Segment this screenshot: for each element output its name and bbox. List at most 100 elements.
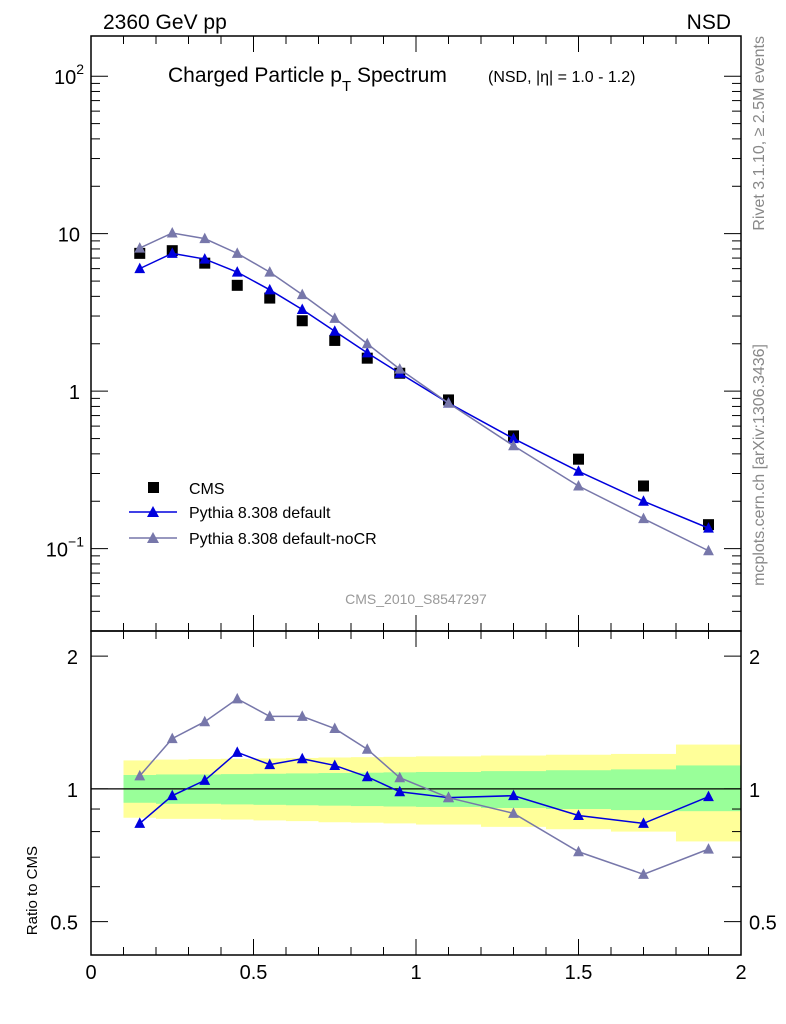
ratio-ytick-label-left: 0.5 (50, 913, 78, 935)
rivet-label: Rivet 3.1.10, ≥ 2.5M events (751, 36, 768, 231)
data-point-triangle (231, 266, 243, 277)
xtick-label: 1 (410, 962, 421, 984)
ratio-point-triangle (134, 769, 146, 781)
ratio-series-line (139, 751, 709, 825)
data-point-triangle (573, 465, 584, 476)
data-point-triangle (443, 397, 454, 408)
data-point-triangle (264, 266, 276, 277)
data-point-square (264, 292, 276, 304)
main-title-extra: (NSD, |η| = 1.0 - 1.2) (488, 69, 635, 86)
main-title: Charged Particle pT Spectrum (168, 64, 447, 95)
xtick-label: 0 (85, 962, 96, 984)
ratio-point-triangle (199, 715, 211, 727)
ratio-point-triangle (573, 845, 584, 857)
ratio-point-triangle (134, 817, 146, 828)
ratio-point-triangle (231, 692, 243, 704)
data-point-triangle (264, 283, 276, 295)
data-point-triangle (573, 479, 584, 491)
legend-label-nocr: Pythia 8.308 default-noCR (189, 531, 377, 548)
data-point-triangle (134, 262, 146, 274)
legend-marker-nocr (147, 532, 159, 543)
uncertainty-band-green (611, 769, 676, 811)
data-point-triangle (361, 346, 373, 358)
ratio-point-triangle (199, 774, 211, 785)
data-point-square (329, 334, 341, 346)
main-ytick-label: 1 (69, 382, 80, 404)
ratio-point-triangle (638, 868, 649, 879)
series-pythia-8-308-default-nocr (134, 227, 714, 556)
data-point-square (638, 480, 649, 492)
data-point-triangle (508, 439, 519, 451)
ratio-point-triangle (166, 732, 178, 744)
ratio-point-triangle (573, 809, 584, 821)
data-point-square (134, 247, 146, 259)
ratio-point-triangle (329, 722, 341, 734)
analysis-watermark: CMS_2010_S8547297 (345, 591, 487, 607)
ratio-point-triangle (394, 785, 406, 797)
legend: CMS Pythia 8.308 default Pythia 8.308 de… (129, 481, 377, 548)
data-point-square (573, 453, 584, 465)
data-point-triangle (508, 432, 519, 444)
ratio-ytick-label-right: 2 (749, 647, 760, 669)
ratio-point-triangle (361, 743, 373, 754)
legend-label-cms: CMS (189, 481, 225, 498)
ratio-point-triangle (231, 746, 243, 757)
data-point-triangle (166, 227, 178, 238)
ratio-series-pythia-8-308-default (134, 746, 714, 828)
data-point-triangle (199, 232, 211, 244)
data-point-square (296, 315, 308, 327)
ratio-point-triangle (296, 752, 308, 764)
xtick-label: 0.5 (240, 962, 268, 984)
ratio-point-triangle (394, 771, 406, 783)
series-line (139, 252, 709, 529)
xtick-label: 1.5 (565, 962, 593, 984)
data-point-triangle (361, 337, 373, 349)
header-right: NSD (687, 11, 731, 34)
data-point-square (231, 279, 243, 291)
series-line (139, 232, 709, 552)
main-ytick-label: 102 (54, 61, 84, 89)
main-ytick-label: 10−1 (46, 534, 84, 562)
ratio-point-triangle (443, 791, 454, 803)
title-subscript: T (342, 78, 351, 95)
data-point-triangle (166, 247, 178, 258)
ratio-ytick-label-left: 1 (67, 780, 78, 802)
data-point-triangle (296, 288, 308, 300)
data-point-triangle (329, 325, 341, 336)
data-point-triangle (296, 303, 308, 315)
legend-label-default: Pythia 8.308 default (189, 505, 331, 522)
ratio-ytick-label-left: 2 (67, 647, 78, 669)
ratio-point-triangle (361, 770, 373, 782)
ratio-point-triangle (508, 789, 519, 801)
ratio-series-line (139, 697, 709, 876)
ratio-point-triangle (508, 807, 519, 818)
data-point-triangle (638, 512, 649, 524)
data-point-triangle (703, 544, 714, 556)
mcplots-label: mcplots.cern.ch [arXiv:1306.3436] (751, 344, 768, 586)
ratio-point-triangle (296, 710, 308, 721)
ratio-point-triangle (703, 790, 714, 802)
data-point-triangle (199, 253, 211, 264)
ratio-point-triangle (166, 789, 178, 801)
data-point-triangle (231, 247, 243, 258)
ratio-series-pythia-8-308-default-nocr (134, 692, 714, 879)
uncertainty-band-green (546, 770, 611, 810)
ratio-point-triangle (638, 817, 649, 828)
ratio-ytick-label-right: 0.5 (749, 913, 777, 935)
data-point-triangle (394, 363, 406, 374)
data-point-triangle (329, 312, 341, 323)
ratio-point-triangle (703, 843, 714, 854)
ratio-point-triangle (264, 758, 276, 770)
xtick-label: 2 (735, 962, 746, 984)
header-left: 2360 GeV pp (103, 11, 227, 34)
data-point-square (361, 352, 373, 364)
ratio-ylabel: Ratio to CMS (24, 846, 41, 935)
data-point-triangle (703, 522, 714, 533)
ratio-ytick-label-right: 1 (749, 780, 760, 802)
ratio-point-triangle (264, 710, 276, 721)
legend-marker-cms (148, 482, 159, 493)
main-ytick-label: 10 (58, 225, 80, 247)
legend-marker-default (147, 506, 159, 517)
